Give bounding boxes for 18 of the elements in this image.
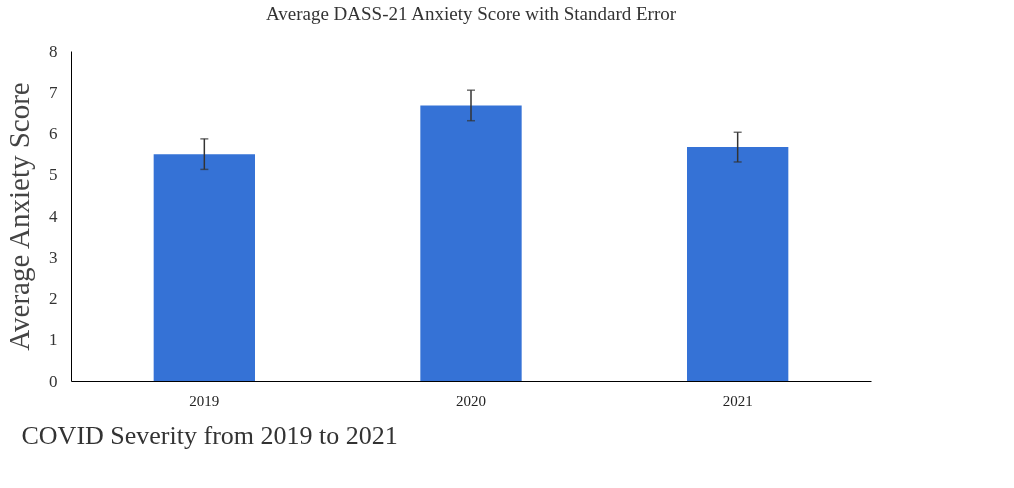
bar [687, 147, 789, 381]
y-tick-label: 1 [49, 330, 58, 350]
bar [153, 154, 255, 381]
y-tick-label: 5 [49, 165, 58, 185]
y-tick-label: 8 [49, 41, 58, 61]
y-tick-label: 0 [49, 371, 58, 391]
x-tick-label: 2020 [456, 392, 486, 409]
y-tick-label: 3 [49, 247, 58, 267]
chart-title: Average DASS-21 Anxiety Score with Standard Error [265, 3, 677, 24]
y-axis-title: Average Anxiety Score [3, 82, 35, 351]
y-tick-label: 7 [49, 82, 58, 102]
x-tick-label: 2019 [189, 392, 220, 409]
y-tick-label: 6 [49, 124, 58, 143]
y-tick-label: 4 [49, 206, 58, 226]
y-tick-label: 2 [49, 289, 58, 308]
x-axis-title: COVID Severity from 2019 to 2021 [21, 420, 398, 450]
x-tick-label: 2021 [722, 392, 753, 409]
bar [420, 105, 522, 381]
